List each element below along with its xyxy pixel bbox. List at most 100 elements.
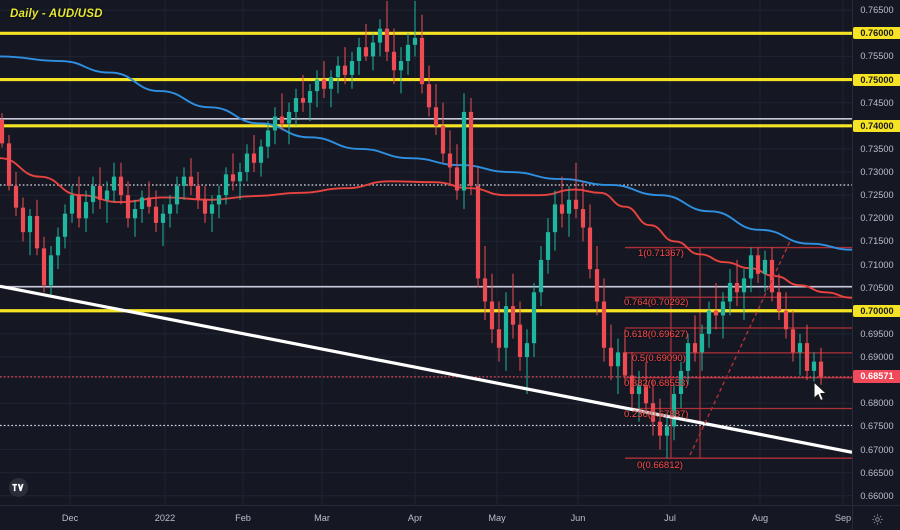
candle-body — [790, 329, 796, 353]
candle-body — [657, 421, 663, 436]
candle-body — [230, 174, 236, 182]
time-tick-Feb: Feb — [235, 513, 251, 523]
price-tick-0.74000[interactable]: 0.74000 — [853, 119, 900, 132]
price-tick-0.70500: 0.70500 — [860, 282, 894, 293]
candle-body — [265, 130, 271, 147]
candle-body — [146, 197, 152, 207]
candle-body — [426, 84, 432, 108]
candle-body — [608, 347, 614, 367]
candle-body — [363, 47, 369, 57]
price-tick-0.67500: 0.67500 — [860, 421, 894, 432]
candle-body — [538, 259, 544, 293]
fib-label-0.236: 0.236(0.67887) — [624, 409, 689, 420]
candle-body — [223, 174, 229, 196]
candle-body — [503, 306, 509, 348]
chart-canvas — [0, 0, 852, 505]
candle-body — [671, 394, 677, 427]
time-tick-Apr: Apr — [407, 513, 423, 523]
price-tick-0.70000[interactable]: 0.70000 — [853, 304, 900, 317]
chart-plot-area[interactable] — [0, 0, 852, 505]
candle-body — [629, 375, 635, 395]
candle-body — [531, 292, 537, 344]
candle-body — [349, 61, 355, 75]
price-tick-0.68000: 0.68000 — [860, 398, 894, 409]
fib-label-1: 1(0.71367) — [638, 248, 684, 259]
candle-body — [762, 259, 768, 274]
candle-body — [279, 116, 285, 124]
trendline-ascending-dashed-red[interactable] — [689, 241, 791, 456]
price-tick-0.76500: 0.76500 — [860, 5, 894, 16]
candle-body — [734, 283, 740, 293]
price-axis[interactable]: 0.76500 0.76000 0.75500 0.75000 0.74500 0.740… — [852, 0, 900, 505]
price-tick-0.71000: 0.71000 — [860, 259, 894, 270]
candle-body — [496, 329, 502, 348]
price-tick-0.75500: 0.75500 — [860, 51, 894, 62]
candle-body — [664, 426, 670, 436]
time-tick-2022: 2022 — [154, 513, 176, 523]
candle-body — [643, 384, 649, 404]
candle-body — [293, 98, 299, 112]
candle-body — [62, 213, 68, 237]
candle-body — [370, 42, 376, 57]
candle-body — [167, 204, 173, 214]
candle-body — [566, 199, 572, 214]
candle-body — [587, 227, 593, 270]
candle-body — [601, 301, 607, 348]
candle-body — [356, 47, 362, 62]
fib-label-0.618: 0.618(0.69627) — [624, 329, 689, 340]
candle-body — [433, 107, 439, 126]
candle-body — [517, 324, 523, 358]
price-tick-0.76000[interactable]: 0.76000 — [853, 27, 900, 40]
candle-body — [713, 310, 719, 316]
candle-body — [27, 215, 33, 233]
price-tick-0.68571[interactable]: 0.68571 — [853, 370, 900, 384]
candle-body — [314, 79, 320, 92]
gear-icon[interactable] — [871, 513, 884, 526]
candle-body — [111, 176, 117, 191]
candle-body — [685, 343, 691, 371]
candle-body — [412, 37, 418, 45]
candle-body — [454, 167, 460, 191]
candle-body — [524, 343, 530, 358]
candle-body — [783, 310, 789, 330]
time-tick-Aug: Aug — [751, 513, 769, 523]
candle-body — [251, 153, 257, 163]
candle-body — [461, 111, 467, 191]
candle-body — [244, 153, 250, 173]
price-tick-0.72000: 0.72000 — [860, 213, 894, 224]
candle-body — [335, 65, 341, 78]
trendline-descending-white-trendline[interactable] — [0, 284, 852, 454]
candle-body — [391, 51, 397, 71]
candle-body — [748, 255, 754, 279]
fib-label-0: 0(0.66812) — [637, 460, 683, 471]
candle-body — [13, 185, 19, 208]
mouse-cursor — [813, 381, 827, 402]
candle-body — [6, 143, 12, 186]
candle-body — [195, 185, 201, 200]
fib-label-0.382: 0.382(0.68553) — [624, 378, 689, 389]
candle-body — [552, 204, 558, 233]
candle-body — [132, 209, 138, 219]
candle-body — [153, 206, 159, 223]
price-tick-0.75000[interactable]: 0.75000 — [853, 73, 900, 86]
candle-body — [69, 195, 75, 214]
candle-body — [741, 278, 747, 293]
candle-body — [216, 195, 222, 205]
candle-body — [468, 111, 474, 186]
fib-label-0.764: 0.764(0.70292) — [624, 297, 689, 308]
time-tick-May: May — [488, 513, 506, 523]
candle-body — [258, 146, 264, 163]
moving-average-slow-line — [0, 55, 852, 251]
candle-body — [139, 197, 145, 210]
candle-body — [419, 37, 425, 85]
candle-body — [720, 301, 726, 316]
candle-body — [510, 306, 516, 325]
tradingview-logo[interactable] — [9, 478, 28, 497]
candle-body — [34, 215, 40, 249]
time-axis[interactable]: Dec 2022 Feb Mar Apr May Jun Jul Aug Sep — [0, 505, 900, 530]
candle-body — [692, 343, 698, 353]
candle-body — [398, 61, 404, 71]
candle-body — [573, 199, 579, 210]
candle-body — [811, 361, 817, 371]
candle-body — [727, 283, 733, 302]
